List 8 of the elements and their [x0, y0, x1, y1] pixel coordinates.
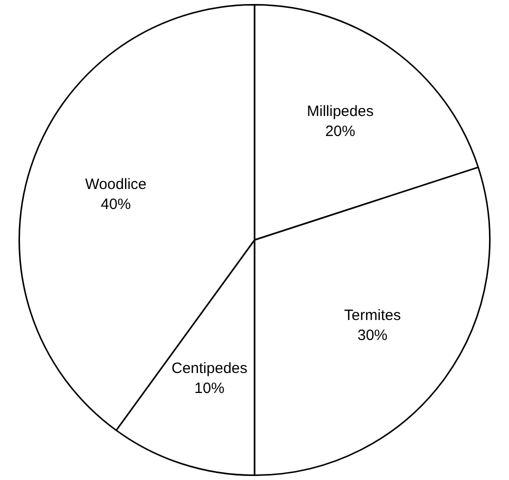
slice-label: Termites [344, 306, 401, 324]
data-label: 20% [325, 123, 356, 140]
slice-label: Centipedes [171, 360, 248, 377]
data-label: 10% [194, 380, 224, 397]
slice-label: Millipedes [306, 103, 374, 120]
slice-label: Woodlice [85, 176, 146, 194]
data-label: 30% [357, 326, 388, 344]
data-label: 40% [100, 196, 131, 214]
